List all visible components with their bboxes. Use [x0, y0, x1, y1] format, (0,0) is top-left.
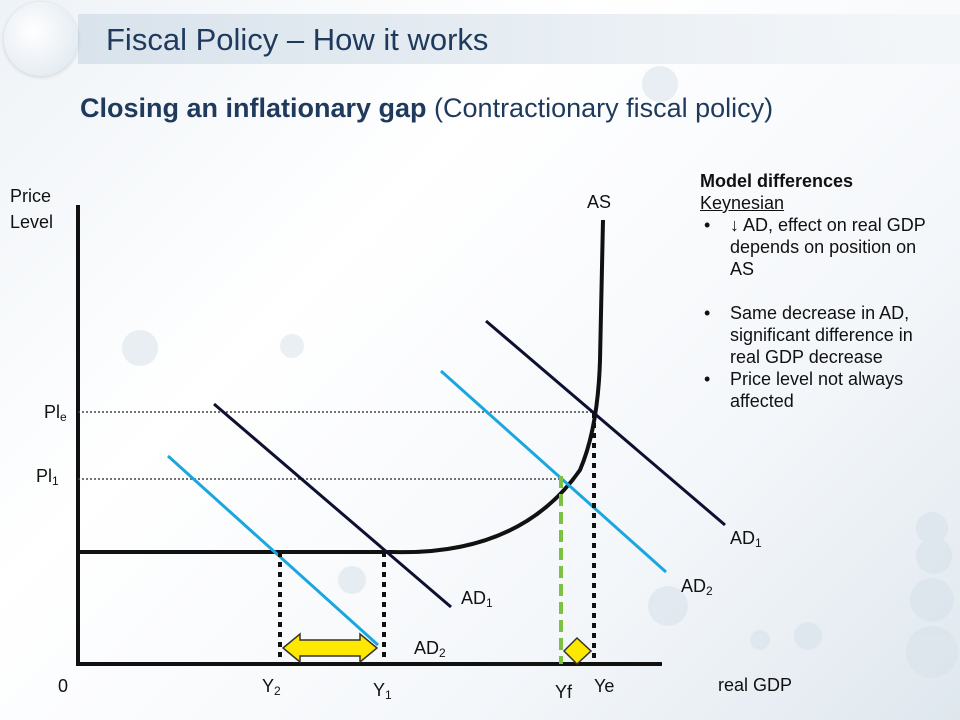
right-ad1-curve [485, 319, 726, 527]
y-axis-label: Price Level [10, 186, 54, 232]
yf-label: Yf [555, 682, 573, 702]
notes-bullet: Same decrease in AD, significant differe… [700, 302, 940, 368]
pl1-label: Pl1 [36, 466, 59, 488]
title-circle-decoration [4, 2, 78, 76]
left-ad1-curve [213, 402, 452, 609]
as-curve [78, 219, 605, 555]
x-axis-label: real GDP [718, 675, 793, 695]
y1-label: Y1 [373, 680, 392, 702]
left-ad1-label: AD1 [461, 588, 493, 610]
notes-subheading: Keynesian [700, 193, 785, 213]
left-ad2-curve [166, 454, 380, 647]
y2-label: Y2 [262, 676, 281, 698]
as-label: AS [587, 192, 612, 212]
subtitle-rest: (Contractionary fiscal policy) [434, 93, 774, 123]
title-bar [78, 14, 960, 64]
model-notes: Model differences Keynesian ↓ AD, effect… [700, 170, 940, 412]
notes-heading: Model differences [700, 171, 854, 191]
ye-label: Ye [594, 676, 615, 696]
right-ad2-curve [440, 369, 667, 574]
slide-title: Fiscal Policy – How it works [106, 22, 489, 57]
origin-label: 0 [58, 676, 69, 696]
left-ad2-label: AD2 [414, 638, 446, 660]
slide-subtitle: Closing an inflationary gap (Contraction… [80, 93, 773, 124]
notes-bullet: Price level not always affected [700, 368, 940, 412]
gdp-change-arrow-large [281, 632, 379, 664]
subtitle-bold: Closing an inflationary gap [80, 93, 427, 123]
ple-label: Ple [44, 402, 67, 424]
gdp-change-arrow-small [562, 636, 593, 666]
notes-bullet: ↓ AD, effect on real GDP depends on posi… [700, 214, 940, 280]
right-ad1-label: AD1 [730, 528, 762, 550]
notes-list: ↓ AD, effect on real GDP depends on posi… [700, 214, 940, 412]
right-ad2-label: AD2 [681, 576, 713, 598]
